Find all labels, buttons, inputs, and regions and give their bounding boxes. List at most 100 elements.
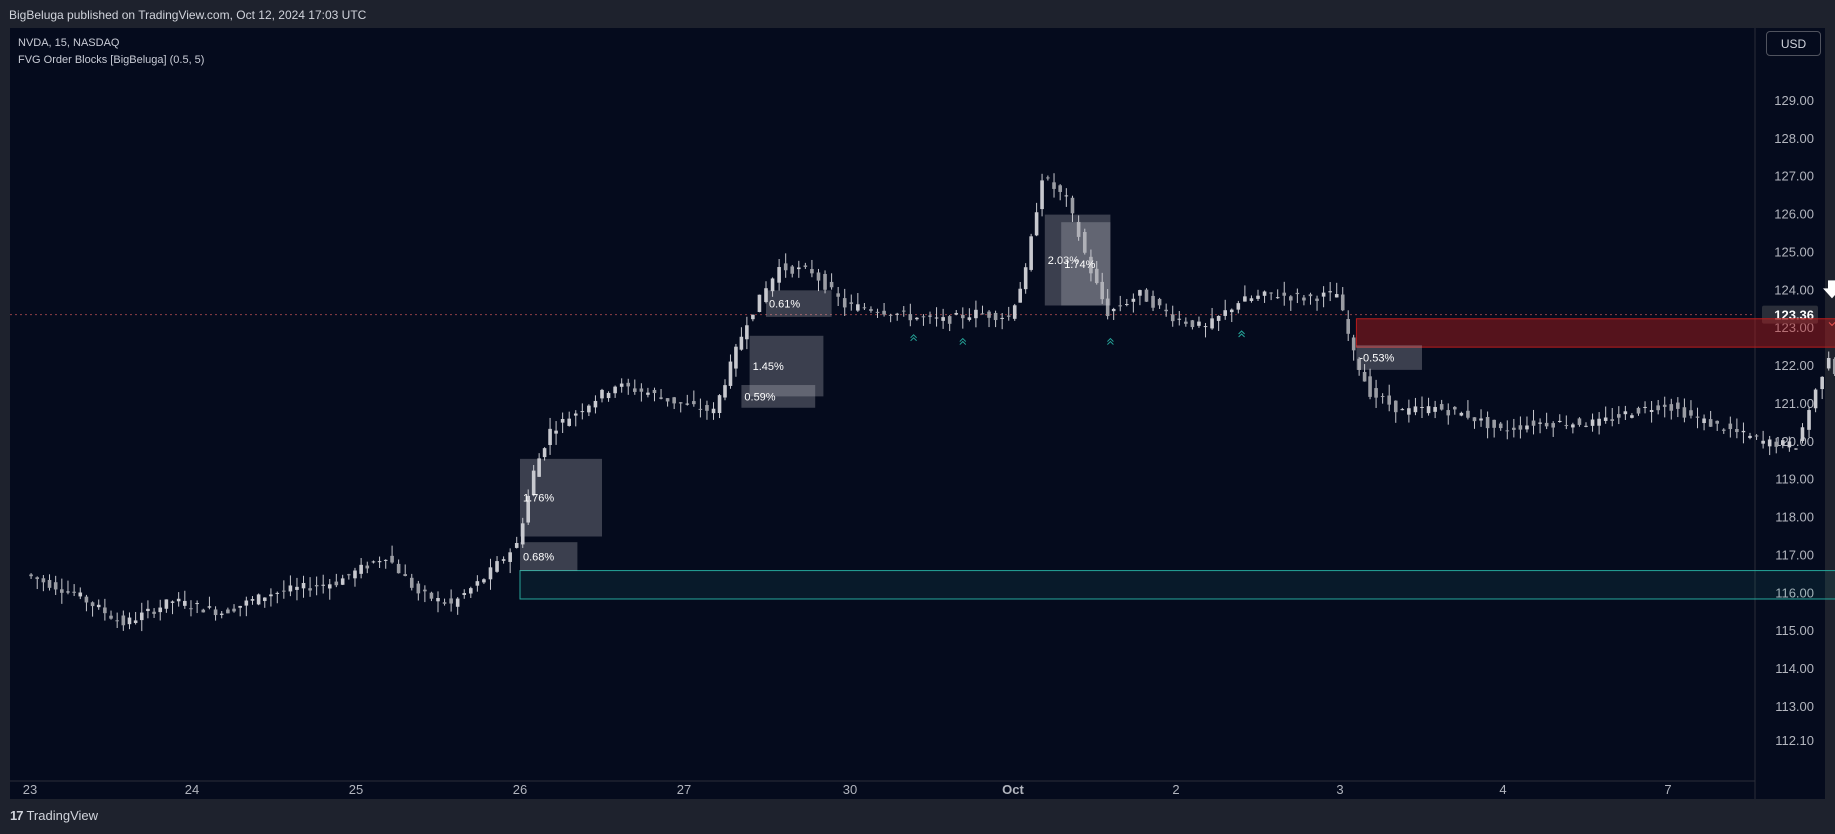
- candle-body: [567, 418, 571, 426]
- candle-body: [980, 313, 985, 315]
- candle-body: [295, 586, 299, 590]
- candle-body: [1374, 388, 1378, 398]
- y-tick-label: 124.00: [1774, 282, 1814, 297]
- move-label: 1.76%: [523, 493, 554, 505]
- candle-body: [1466, 410, 1470, 418]
- move-box: [749, 335, 824, 397]
- candle-body: [1100, 281, 1104, 300]
- candle-body: [1157, 298, 1162, 306]
- candle-body: [1334, 294, 1339, 298]
- candle-body: [321, 584, 325, 586]
- candle-body: [672, 397, 676, 404]
- move-label: 1.45%: [753, 361, 784, 373]
- bullish-fvg-zone: [519, 570, 1835, 600]
- candle-body: [488, 567, 493, 580]
- publish-header: BigBeluga published on TradingView.com, …: [0, 0, 1835, 28]
- candle-body: [836, 293, 840, 297]
- candle-body: [1656, 405, 1660, 411]
- move-label: 0.61%: [769, 299, 800, 311]
- candle-body: [1439, 404, 1444, 410]
- candle-body: [816, 272, 821, 281]
- candle-body: [1064, 195, 1069, 197]
- candle-body: [580, 411, 585, 413]
- candle-body: [1577, 418, 1582, 425]
- candle-body: [1649, 410, 1654, 412]
- candle-body: [1393, 400, 1398, 413]
- candle-body: [1702, 418, 1706, 424]
- candle-body: [1308, 294, 1313, 297]
- candle-body: [189, 608, 193, 610]
- candle-body: [908, 314, 913, 321]
- candle-body: [1275, 297, 1280, 299]
- tradingview-brand[interactable]: 17 TradingView: [10, 808, 98, 823]
- candle-body: [1058, 185, 1062, 192]
- y-tick-label: 114.00: [1775, 661, 1814, 676]
- candle-body: [146, 608, 150, 612]
- candle-body: [1094, 268, 1099, 284]
- candle-body: [1295, 292, 1300, 295]
- bullish-marker-icon: [910, 334, 917, 342]
- candle-body: [849, 302, 854, 304]
- candle-body: [403, 574, 407, 576]
- candle-body: [633, 388, 637, 392]
- candle-body: [314, 585, 319, 587]
- candle-body: [90, 602, 95, 607]
- candle-body: [1243, 296, 1247, 302]
- candle-body: [115, 620, 119, 622]
- x-tick-label: 4: [1499, 782, 1506, 797]
- symbol-line[interactable]: NVDA, 15, NASDAQ: [18, 37, 120, 49]
- candle-body: [1538, 422, 1542, 424]
- candle-body: [1164, 309, 1168, 312]
- candle-body: [1459, 412, 1464, 416]
- candle-body: [1282, 292, 1287, 296]
- candle-body: [183, 600, 187, 606]
- candle-body: [1748, 435, 1752, 438]
- candle-body: [301, 582, 306, 589]
- down-arrow-icon: [1823, 280, 1835, 299]
- candle-body: [1695, 416, 1700, 418]
- candle-body: [1151, 295, 1155, 308]
- candle-body: [262, 597, 267, 602]
- candle-body: [1597, 418, 1601, 426]
- candle-body: [928, 315, 932, 317]
- candle-body: [455, 598, 460, 607]
- candle-body: [1380, 396, 1385, 398]
- candle-body: [1767, 439, 1772, 447]
- indicator-line[interactable]: FVG Order Blocks [BigBeluga] (0.5, 5): [18, 54, 205, 66]
- candle-body: [1131, 298, 1136, 302]
- candle-body: [35, 577, 40, 580]
- candle-body: [1407, 408, 1411, 415]
- y-tick-label: 127.00: [1774, 169, 1814, 184]
- candle-body: [1446, 410, 1451, 416]
- y-tick-label: 126.00: [1774, 207, 1814, 222]
- candle-body: [728, 361, 733, 386]
- candle-body: [705, 405, 709, 411]
- candle-body: [1111, 308, 1116, 312]
- candle-body: [1721, 429, 1726, 431]
- move-box: [741, 385, 816, 408]
- candle-body: [1256, 295, 1260, 299]
- chart-panel[interactable]: [10, 28, 1825, 799]
- candle-body: [226, 609, 230, 614]
- bearish-marker-icon: [1828, 322, 1835, 327]
- candle-body: [1351, 337, 1356, 351]
- candle-body: [1433, 406, 1437, 412]
- candle-body: [678, 402, 683, 404]
- currency-button[interactable]: USD: [1766, 31, 1821, 56]
- candle-body: [1603, 417, 1608, 421]
- y-tick-label: 123.00: [1774, 320, 1814, 335]
- candle-body: [652, 389, 657, 394]
- candle-body: [72, 591, 76, 593]
- candle-body: [823, 273, 827, 290]
- candle-body: [334, 581, 339, 586]
- candle-body: [862, 307, 867, 309]
- candle-body: [1400, 409, 1405, 411]
- candle-body: [213, 609, 218, 616]
- move-label: -0.53%: [1359, 353, 1394, 365]
- candle-body: [888, 314, 893, 316]
- candle-body: [462, 593, 467, 595]
- candle-body: [1735, 429, 1739, 433]
- candle-body: [96, 604, 101, 608]
- candle-body: [790, 266, 795, 274]
